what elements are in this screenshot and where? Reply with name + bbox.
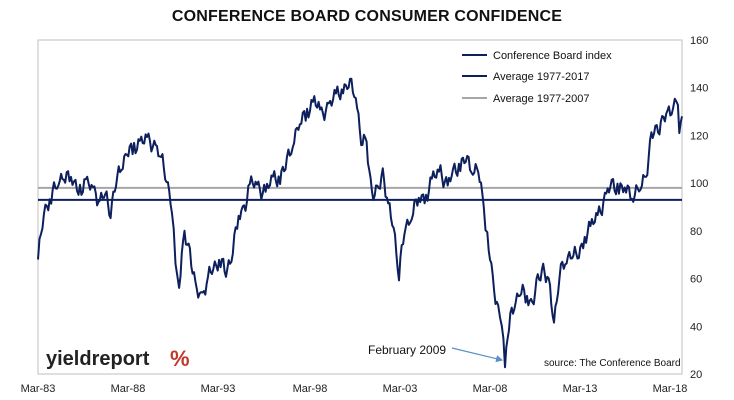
- annotation-label: February 2009: [368, 343, 446, 357]
- y-tick-label-2: 60: [690, 274, 702, 286]
- source-note: source: The Conference Board: [544, 358, 681, 369]
- plot-area: [37, 39, 683, 375]
- average-lines: [38, 186, 682, 201]
- x-tick-label-3: Mar-98: [293, 383, 328, 395]
- y-tick-label-3: 80: [690, 226, 702, 238]
- legend-label-avg-1977-2017: Average 1977-2017: [493, 71, 589, 83]
- legend: Conference Board index Average 1977-2017…: [462, 50, 612, 105]
- series-line-conference-board-index: [37, 77, 683, 369]
- y-tick-label-1: 40: [690, 321, 702, 333]
- y-tick-label-5: 120: [690, 130, 708, 142]
- x-tick-label-4: Mar-03: [383, 383, 418, 395]
- legend-label-avg-1977-2007: Average 1977-2007: [493, 93, 589, 105]
- logo-percent: %: [170, 346, 190, 371]
- y-axis: 20 40 60 80 100 120 140 160: [690, 35, 708, 381]
- x-tick-label-6: Mar-13: [563, 383, 598, 395]
- logo-wordmark: yieldreport: [46, 348, 150, 370]
- annotation-arrow: [451, 347, 504, 363]
- y-tick-label-7: 160: [690, 35, 708, 47]
- x-axis: Mar-83 Mar-88 Mar-93 Mar-98 Mar-03 Mar-08 Mar-…: [21, 383, 688, 395]
- legend-label-index: Conference Board index: [493, 50, 612, 62]
- yieldreport-logo: yieldreport %: [46, 346, 190, 371]
- x-tick-label-2: Mar-93: [201, 383, 236, 395]
- x-tick-label-1: Mar-88: [111, 383, 146, 395]
- series-group: [37, 77, 683, 369]
- y-tick-label-6: 140: [690, 83, 708, 95]
- y-tick-label-0: 20: [690, 369, 702, 381]
- y-tick-label-4: 100: [690, 178, 708, 190]
- annotation: February 2009: [368, 343, 504, 363]
- x-tick-label-7: Mar-18: [653, 383, 688, 395]
- chart-title: CONFERENCE BOARD CONSUMER CONFIDENCE: [171, 8, 563, 25]
- x-tick-label-5: Mar-08: [473, 383, 508, 395]
- x-tick-label-0: Mar-83: [21, 383, 56, 395]
